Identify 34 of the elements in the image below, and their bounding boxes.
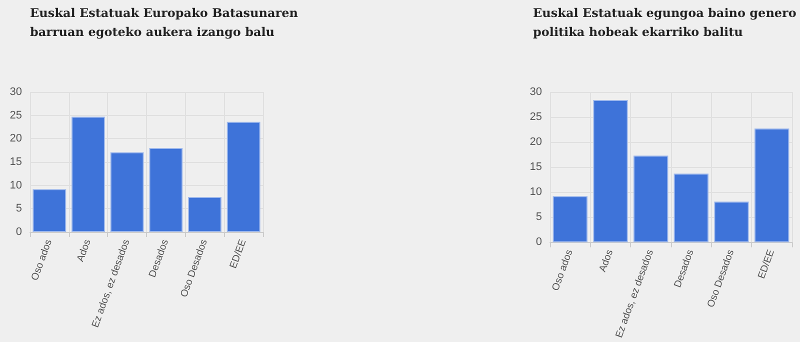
- x-tick-label: ED/EE: [756, 248, 778, 280]
- chart-title: Euskal Estatuak egungoa baino genero politika hobeak ekarriko balitu: [533, 5, 798, 41]
- y-tick-label: 20: [10, 132, 22, 145]
- bar: [754, 128, 790, 242]
- y-tick-label: 20: [530, 136, 542, 148]
- y-tick-label: 0: [536, 236, 542, 248]
- bar: [633, 156, 668, 242]
- bar: [110, 152, 144, 232]
- x-tick-label: ED/EE: [228, 238, 249, 270]
- x-tick-label: Oso ados: [30, 238, 55, 282]
- chart-title: Euskal Estatuak Europako Batasunaren barruan egoteko aukera izango balu: [30, 5, 299, 41]
- bar: [72, 116, 105, 232]
- bar: [593, 100, 628, 242]
- y-tick-label: 15: [10, 156, 22, 168]
- bar: [552, 196, 588, 242]
- y-tick-label: 5: [16, 202, 22, 215]
- y-tick-label: 30: [530, 86, 542, 98]
- x-tick-label: Ados: [598, 248, 616, 274]
- y-tick-label: 10: [10, 179, 22, 192]
- bar: [32, 189, 66, 232]
- y-tick-label: 15: [530, 161, 542, 174]
- bar: [674, 174, 709, 242]
- bar: [226, 122, 260, 232]
- bar: [188, 197, 222, 232]
- bar: [149, 148, 183, 232]
- y-tick-label: 25: [530, 111, 542, 124]
- x-tick-label: Ados: [75, 238, 94, 264]
- y-tick-label: 0: [16, 226, 22, 238]
- y-tick-label: 25: [10, 109, 22, 122]
- y-tick-label: 10: [530, 186, 542, 198]
- y-tick-label: 5: [536, 211, 542, 224]
- bar: [714, 202, 749, 242]
- y-tick-label: 30: [10, 86, 22, 98]
- x-tick-label: Oso ados: [550, 248, 576, 292]
